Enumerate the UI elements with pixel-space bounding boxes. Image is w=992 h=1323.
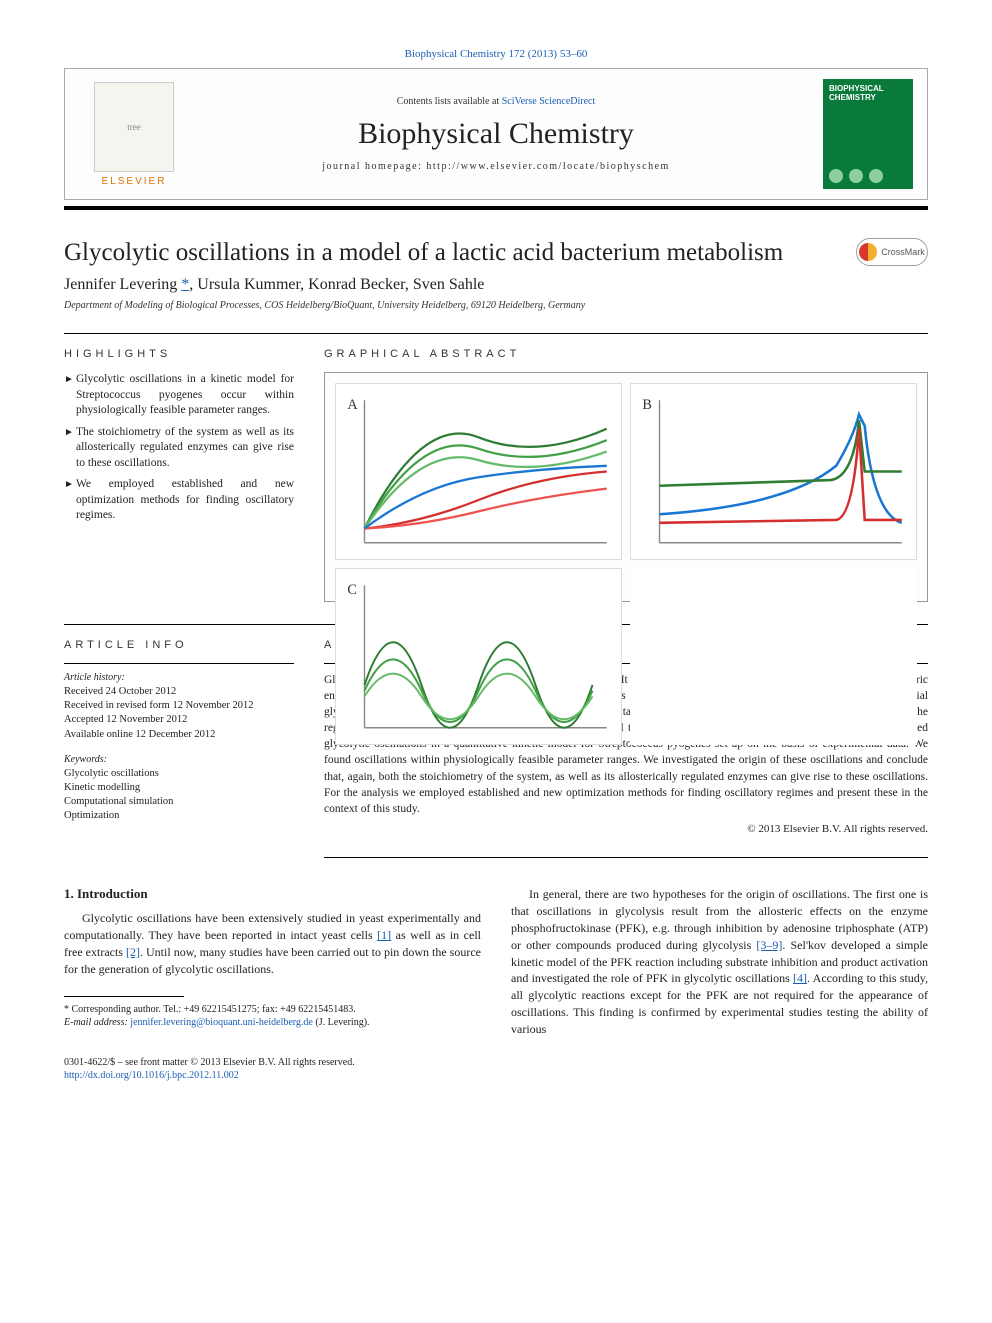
highlight-item: The stoichiometry of the system as well … <box>64 425 294 472</box>
rule-3 <box>324 857 928 858</box>
keywords-block: Keywords: Glycolytic oscillations Kineti… <box>64 754 294 824</box>
affiliation: Department of Modeling of Biological Pro… <box>64 300 928 311</box>
author-1: Jennifer Levering <box>64 276 181 293</box>
body-paragraph: In general, there are two hypotheses for… <box>511 886 928 1037</box>
highlights-col: HIGHLIGHTS Glycolytic oscillations in a … <box>64 348 294 602</box>
history-line: Received in revised form 12 November 201… <box>64 699 294 713</box>
publisher-block: tree ELSEVIER <box>79 82 189 187</box>
keyword: Optimization <box>64 809 294 823</box>
publisher-label: ELSEVIER <box>102 176 167 187</box>
body-columns: 1. Introduction Glycolytic oscillations … <box>64 886 928 1041</box>
journal-cover: BIOPHYSICAL CHEMISTRY <box>823 79 913 189</box>
copyright-line: © 2013 Elsevier B.V. All rights reserved… <box>324 823 928 835</box>
article-info: ARTICLE INFO Article history: Received 2… <box>64 639 294 835</box>
masthead: tree ELSEVIER Contents lists available a… <box>64 68 928 200</box>
article-title: Glycolytic oscillations in a model of a … <box>64 238 856 268</box>
email-suffix: (J. Levering). <box>313 1017 370 1028</box>
keyword: Glycolytic oscillations <box>64 767 294 781</box>
rule-1 <box>64 333 928 334</box>
footnote-separator <box>64 996 184 997</box>
history-line: Accepted 12 November 2012 <box>64 713 294 727</box>
cover-dots <box>829 169 907 183</box>
graphical-abstract-label: GRAPHICAL ABSTRACT <box>324 348 928 360</box>
panel-label-c: C <box>347 582 357 598</box>
highlight-item: Glycolytic oscillations in a kinetic mod… <box>64 372 294 419</box>
ga-panel-c: C <box>335 568 622 745</box>
keyword: Computational simulation <box>64 795 294 809</box>
history-label: Article history: <box>64 672 294 683</box>
masthead-wrap: tree ELSEVIER Contents lists available a… <box>64 68 928 210</box>
masthead-center: Contents lists available at SciVerse Sci… <box>189 96 803 172</box>
section-heading-1: 1. Introduction <box>64 886 481 902</box>
article-info-label: ARTICLE INFO <box>64 639 294 651</box>
ga-panel-empty <box>630 568 917 745</box>
highlights-list: Glycolytic oscillations in a kinetic mod… <box>64 372 294 524</box>
highlights-row: HIGHLIGHTS Glycolytic oscillations in a … <box>64 348 928 602</box>
authors-rest: , Ursula Kummer, Konrad Becker, Sven Sah… <box>189 276 484 293</box>
footer: 0301-4622/$ – see front matter © 2013 El… <box>64 1056 928 1083</box>
article-history-block: Article history: Received 24 October 201… <box>64 672 294 742</box>
highlights-label: HIGHLIGHTS <box>64 348 294 360</box>
elsevier-logo: tree <box>94 82 174 172</box>
info-rule <box>64 663 294 664</box>
crossmark-icon <box>859 243 877 261</box>
ga-panel-a: A <box>335 383 622 560</box>
panel-label-a: A <box>347 397 358 413</box>
reference-link[interactable]: [4] <box>793 971 807 985</box>
body-paragraph: Glycolytic oscillations have been extens… <box>64 910 481 977</box>
sciverse-link[interactable]: SciVerse ScienceDirect <box>502 96 596 107</box>
doi-link[interactable]: http://dx.doi.org/10.1016/j.bpc.2012.11.… <box>64 1070 239 1081</box>
top-citation-link[interactable]: Biophysical Chemistry 172 (2013) 53–60 <box>405 48 588 60</box>
highlight-item: We employed established and new optimiza… <box>64 477 294 524</box>
reference-link[interactable]: [2] <box>126 945 140 959</box>
email-line: E-mail address: jennifer.levering@bioqua… <box>64 1016 481 1030</box>
journal-name: Biophysical Chemistry <box>189 117 803 151</box>
history-line: Available online 12 December 2012 <box>64 728 294 742</box>
article-header: Glycolytic oscillations in a model of a … <box>64 238 928 268</box>
contents-line: Contents lists available at SciVerse Sci… <box>189 96 803 107</box>
reference-link[interactable]: [3–9] <box>756 938 782 952</box>
keyword: Kinetic modelling <box>64 781 294 795</box>
panel-label-b: B <box>642 397 652 413</box>
contents-prefix: Contents lists available at <box>397 96 502 107</box>
crossmark-label: CrossMark <box>881 247 925 257</box>
authors: Jennifer Levering *, Ursula Kummer, Konr… <box>64 276 928 294</box>
masthead-right: BIOPHYSICAL CHEMISTRY <box>803 79 913 189</box>
keywords-label: Keywords: <box>64 754 294 765</box>
graphical-abstract: A B <box>324 372 928 602</box>
graphical-abstract-col: GRAPHICAL ABSTRACT A <box>324 348 928 602</box>
cover-title: BIOPHYSICAL CHEMISTRY <box>829 85 907 103</box>
corr-author-line: * Corresponding author. Tel.: +49 622154… <box>64 1003 481 1017</box>
journal-homepage: journal homepage: http://www.elsevier.co… <box>189 161 803 172</box>
crossmark-badge[interactable]: CrossMark <box>856 238 928 266</box>
history-line: Received 24 October 2012 <box>64 685 294 699</box>
page: Biophysical Chemistry 172 (2013) 53–60 t… <box>0 0 992 1123</box>
front-matter-line: 0301-4622/$ – see front matter © 2013 El… <box>64 1056 928 1070</box>
email-label: E-mail address: <box>64 1017 130 1028</box>
corresponding-footnote: * Corresponding author. Tel.: +49 622154… <box>64 1003 481 1030</box>
top-citation: Biophysical Chemistry 172 (2013) 53–60 <box>64 48 928 60</box>
body-section: 1. Introduction Glycolytic oscillations … <box>64 886 928 1041</box>
ga-panel-b: B <box>630 383 917 560</box>
reference-link[interactable]: [1] <box>377 928 391 942</box>
email-link[interactable]: jennifer.levering@bioquant.uni-heidelber… <box>130 1017 313 1028</box>
